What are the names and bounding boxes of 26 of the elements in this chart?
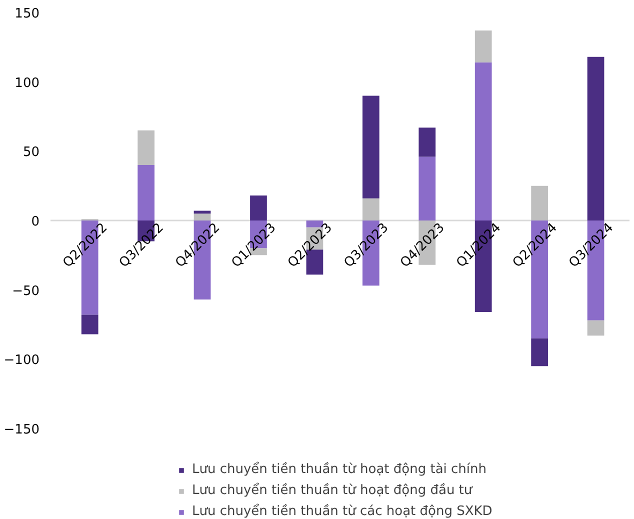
y-tick-label: 150 <box>14 6 40 22</box>
bar <box>418 128 436 157</box>
y-tick-label: 50 <box>22 145 40 160</box>
legend-label: Lưu chuyển tiền thuần từ hoạt động tài chính <box>192 462 487 477</box>
bar <box>587 56 604 220</box>
bar <box>474 62 492 220</box>
bar <box>531 186 548 220</box>
y-tick-label: 100 <box>14 76 40 91</box>
bar <box>138 130 154 166</box>
y-tick-label: −50 <box>12 284 40 299</box>
bar <box>418 156 436 220</box>
bar <box>362 96 380 198</box>
bar <box>194 214 211 220</box>
bar <box>250 248 267 256</box>
bar <box>250 196 267 220</box>
bar <box>474 30 492 62</box>
bar <box>138 165 154 220</box>
legend-label: Lưu chuyển tiền thuần từ hoạt động đầu tư <box>192 483 472 498</box>
bar <box>587 320 604 336</box>
legend-label: Lưu chuyển tiền thuần từ các hoạt động SXKD <box>192 504 492 519</box>
bar <box>531 338 548 366</box>
bar <box>362 198 380 220</box>
y-tick-label: −150 <box>4 422 40 438</box>
y-tick-label: 0 <box>31 214 40 230</box>
y-tick-label: −100 <box>4 353 40 368</box>
bar <box>81 314 98 334</box>
